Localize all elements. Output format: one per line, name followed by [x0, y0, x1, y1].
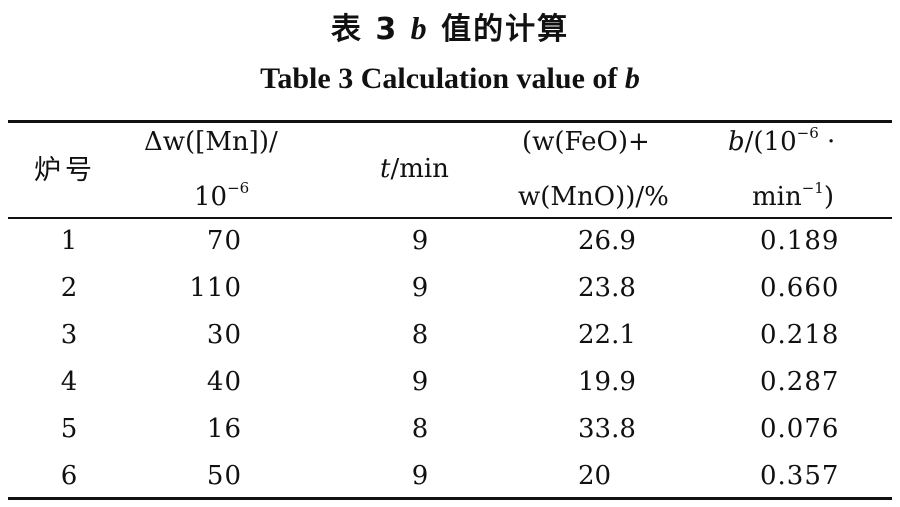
- cell-oxide-sum: 33.8: [578, 414, 636, 444]
- table-bottom-rule: [8, 497, 892, 500]
- cell-b-value: 0.189: [760, 226, 840, 256]
- table-row: 1 70 9 26.9 0.189: [0, 222, 900, 262]
- cell-b-value: 0.357: [760, 461, 840, 491]
- cell-delta-mn: 30: [206, 320, 242, 350]
- table-title-chinese: 表 3 b 值的计算: [0, 4, 900, 48]
- cell-furnace: 4: [60, 367, 78, 397]
- table-row: 4 40 9 19.9 0.287: [0, 363, 900, 403]
- cell-oxide-sum: 23.8: [578, 273, 636, 303]
- cell-delta-mn: 40: [206, 367, 242, 397]
- cell-b-value: 0.287: [760, 367, 840, 397]
- title-cn-prefix: 表 3: [330, 12, 399, 47]
- header-b-value-line1: b/(10−6 ·: [728, 124, 836, 157]
- header-delta-mn-line2: 10−6: [194, 179, 250, 212]
- table-row: 5 16 8 33.8 0.076: [0, 410, 900, 450]
- cell-time: 9: [411, 367, 429, 397]
- cell-delta-mn: 16: [206, 414, 242, 444]
- cell-time: 8: [411, 320, 429, 350]
- cell-time: 9: [411, 461, 429, 491]
- header-oxide-sum-line2: w(MnO))/%: [518, 182, 669, 212]
- cell-oxide-sum: 22.1: [578, 320, 636, 350]
- cell-furnace: 6: [60, 461, 78, 491]
- table-row: 6 50 9 20 0.357: [0, 457, 900, 497]
- header-b-value-line2: min−1): [752, 179, 834, 212]
- header-delta-mn-line1: Δw([Mn])/: [144, 127, 278, 157]
- cell-time: 9: [411, 226, 429, 256]
- table-header-rule: [8, 217, 892, 219]
- cell-oxide-sum: 20: [578, 461, 612, 491]
- cell-furnace: 3: [60, 320, 78, 350]
- cell-time: 9: [411, 273, 429, 303]
- cell-delta-mn: 50: [206, 461, 242, 491]
- table-row: 3 30 8 22.1 0.218: [0, 316, 900, 356]
- cell-delta-mn: 110: [189, 273, 242, 303]
- cell-furnace: 2: [60, 273, 78, 303]
- cell-b-value: 0.218: [760, 320, 840, 350]
- cell-oxide-sum: 26.9: [578, 226, 636, 256]
- cell-delta-mn: 70: [206, 226, 242, 256]
- cell-b-value: 0.076: [760, 414, 840, 444]
- title-cn-suffix: 值的计算: [441, 12, 570, 47]
- table-title-english: Table 3 Calculation value of b: [0, 62, 900, 96]
- cell-furnace: 5: [60, 414, 78, 444]
- table-top-rule: [8, 120, 892, 123]
- title-en-variable: b: [624, 62, 640, 95]
- title-cn-variable: b: [410, 10, 429, 46]
- cell-furnace: 1: [60, 226, 78, 256]
- header-time: t/min: [380, 154, 449, 184]
- header-oxide-sum-line1: (w(FeO)+: [522, 127, 650, 157]
- cell-b-value: 0.660: [760, 273, 840, 303]
- table-row: 2 110 9 23.8 0.660: [0, 269, 900, 309]
- title-en-prefix: Table 3 Calculation value of: [260, 62, 618, 95]
- cell-oxide-sum: 19.9: [578, 367, 636, 397]
- header-furnace-number: 炉号: [34, 155, 96, 186]
- cell-time: 8: [411, 414, 429, 444]
